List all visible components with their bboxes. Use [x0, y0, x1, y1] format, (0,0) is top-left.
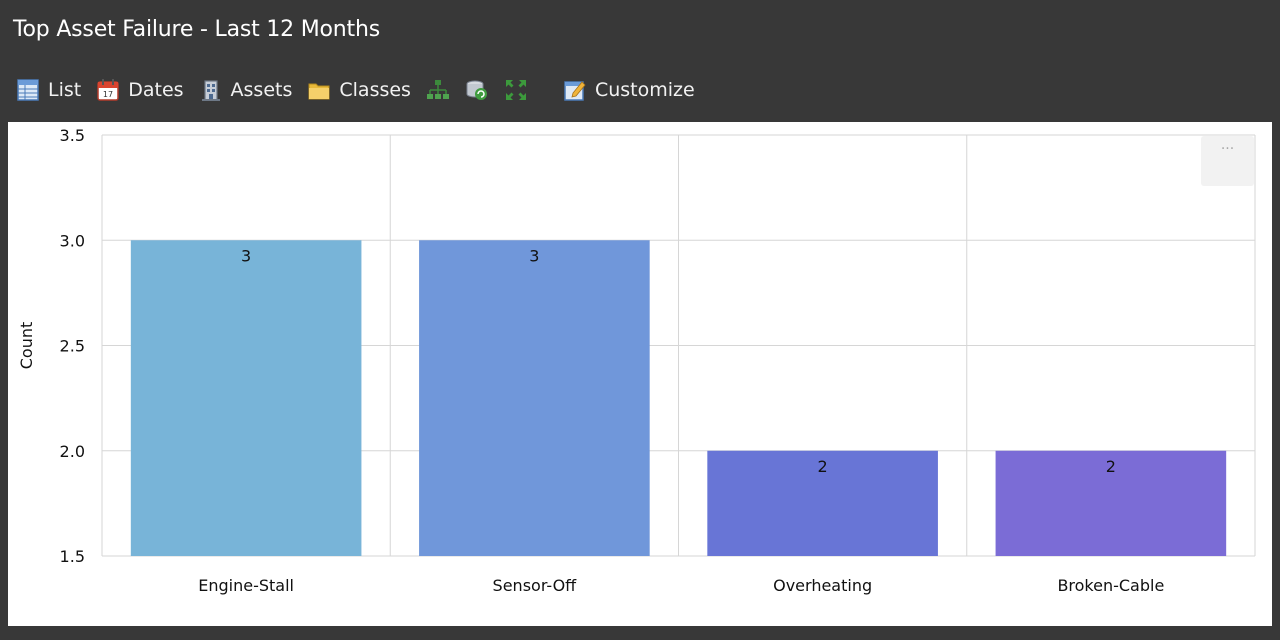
classes-button[interactable]: Classes — [307, 78, 411, 102]
y-tick-label: 1.5 — [60, 547, 85, 566]
expand-button[interactable] — [504, 78, 528, 102]
building-icon — [201, 80, 220, 101]
bar — [995, 450, 1227, 556]
assets-button[interactable]: Assets — [199, 78, 293, 102]
dates-button[interactable]: 17 Dates — [96, 78, 184, 102]
y-tick-label: 3.0 — [60, 231, 85, 250]
chart-panel: 1.5 2.0 2.5 3.0 3.5 3 Engine-Stall 3 Sensor-Off 2… — [8, 122, 1272, 626]
hierarchy-icon — [426, 80, 449, 99]
database-refresh-button[interactable] — [465, 78, 489, 102]
expand-icon — [505, 80, 526, 100]
bar — [707, 450, 938, 556]
database-refresh-icon — [466, 80, 487, 100]
calendar-icon: 17 — [97, 79, 119, 101]
classes-label: Classes — [339, 79, 411, 101]
customize-icon — [564, 81, 586, 101]
y-axis-title: Count — [17, 322, 36, 370]
x-tick-label: Engine-Stall — [198, 576, 294, 595]
bar — [130, 240, 362, 556]
list-label: List — [48, 79, 82, 101]
hierarchy-button[interactable] — [426, 78, 450, 102]
toolbar: List 17 Dates Assets Classes — [16, 74, 710, 106]
data-label: 2 — [1106, 457, 1116, 476]
list-button[interactable]: List — [16, 78, 81, 102]
x-tick-label: Broken-Cable — [1057, 576, 1164, 595]
x-tick-label: Sensor-Off — [493, 576, 578, 595]
data-label: 2 — [818, 457, 828, 476]
data-label: 3 — [529, 246, 539, 265]
bar — [419, 240, 650, 556]
assets-label: Assets — [230, 79, 293, 101]
data-label: 3 — [241, 246, 251, 265]
list-icon — [17, 79, 39, 101]
x-tick-label: Overheating — [773, 576, 872, 595]
chart-menu-button[interactable]: ··· — [1201, 136, 1254, 186]
y-tick-label: 2.0 — [60, 442, 85, 461]
dates-label: Dates — [128, 79, 184, 101]
folder-icon — [308, 83, 330, 100]
bar-chart: 1.5 2.0 2.5 3.0 3.5 3 Engine-Stall 3 Sensor-Off 2… — [17, 126, 1256, 595]
svg-text:17: 17 — [103, 90, 113, 99]
y-tick-label: 3.5 — [60, 126, 85, 145]
y-tick-label: 2.5 — [60, 337, 85, 356]
page-title: Top Asset Failure - Last 12 Months — [13, 17, 380, 42]
customize-label: Customize — [594, 79, 695, 101]
customize-button[interactable]: Customize — [563, 78, 695, 102]
